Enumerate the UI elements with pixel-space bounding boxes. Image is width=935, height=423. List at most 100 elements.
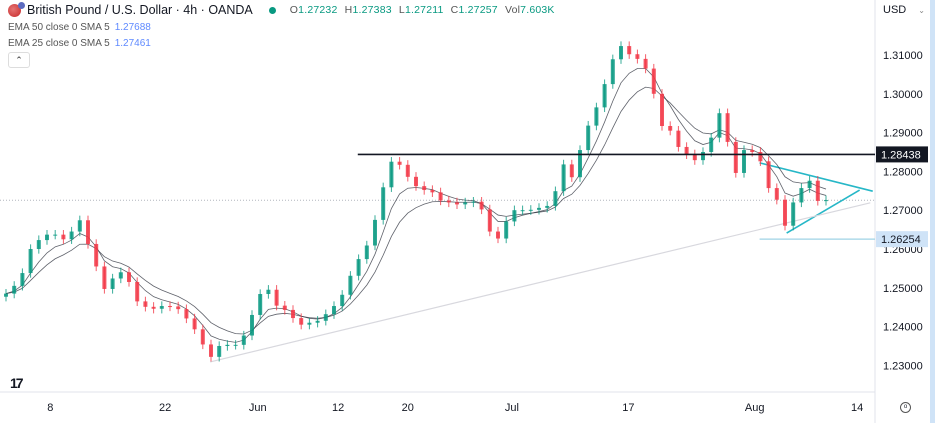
candle-body xyxy=(512,210,517,222)
collapse-legend-button[interactable]: ⌃ xyxy=(8,52,30,68)
candle-body xyxy=(381,187,386,220)
candle-body xyxy=(364,245,369,260)
candle-body xyxy=(266,289,271,295)
candle-body xyxy=(479,201,484,210)
candle-body xyxy=(340,294,345,307)
tradingview-logo[interactable]: 17 xyxy=(10,375,24,391)
chevron-down-icon: ⌄ xyxy=(918,6,925,15)
chevron-up-icon: ⌃ xyxy=(15,55,23,65)
y-tick-label: 1.25000 xyxy=(883,283,923,295)
candle-body xyxy=(307,322,312,325)
y-tick-label: 1.28000 xyxy=(883,166,923,178)
candle-body xyxy=(660,93,664,127)
candle-body xyxy=(545,205,550,208)
symbol-title[interactable]: British Pound / U.S. Dollar · 4h · OANDA xyxy=(27,3,253,17)
candle-body xyxy=(824,200,828,202)
candle-body xyxy=(291,309,295,319)
scrollbar[interactable] xyxy=(930,0,935,423)
candle-body xyxy=(717,113,722,138)
candle-body xyxy=(53,234,58,236)
candle-body xyxy=(241,335,246,345)
candle-body xyxy=(487,209,492,232)
candle-body xyxy=(774,188,779,200)
candle-body xyxy=(537,207,541,210)
candle-body xyxy=(422,186,427,191)
candle-body xyxy=(783,199,787,226)
candle-body xyxy=(151,306,156,309)
indicator-value: 1.27461 xyxy=(114,38,151,49)
close-label: C xyxy=(450,4,459,16)
indicator-label: EMA 50 close 0 SMA 5 xyxy=(8,22,110,33)
high-value: 1.27383 xyxy=(352,4,392,16)
candle-body xyxy=(561,164,566,192)
candle-body xyxy=(455,202,459,205)
x-tick-label: Aug xyxy=(745,402,765,414)
candle-body xyxy=(602,84,607,108)
low-label: L xyxy=(398,4,405,16)
x-tick-label: 8 xyxy=(47,402,53,414)
low-value: 1.27211 xyxy=(404,4,444,16)
currency-label: USD xyxy=(883,4,907,16)
settings-icon[interactable]: o xyxy=(900,402,911,413)
candle-body xyxy=(389,161,394,188)
indicator-ema-50[interactable]: EMA 50 close 0 SMA 5 1.27688 xyxy=(8,22,151,33)
candle-body xyxy=(504,221,509,239)
candle-body xyxy=(250,314,254,336)
support-price-label: 1.26254 xyxy=(881,234,921,246)
triangle-lower-line xyxy=(786,189,861,234)
candle-body xyxy=(102,266,107,289)
currency-selector[interactable]: USD ⌄ xyxy=(883,4,925,16)
y-tick-label: 1.24000 xyxy=(883,322,923,334)
candle-body xyxy=(676,130,681,147)
candle-body xyxy=(807,180,812,189)
x-tick-label: 20 xyxy=(402,402,414,414)
candle-body xyxy=(168,306,172,308)
candle-body xyxy=(569,164,574,178)
candle-body xyxy=(332,306,336,315)
volume-value: 7.603K xyxy=(520,4,555,16)
x-tick-label: Jul xyxy=(505,402,519,414)
candle-body xyxy=(586,125,591,151)
candle-body xyxy=(12,285,17,294)
y-tick-label: 1.23000 xyxy=(883,360,923,372)
candle-body xyxy=(635,54,640,59)
open-label: O xyxy=(289,4,299,16)
symbol-legend: British Pound / U.S. Dollar · 4h · OANDA… xyxy=(8,1,559,17)
indicator-ema-25[interactable]: EMA 25 close 0 SMA 5 1.27461 xyxy=(8,38,151,49)
support-price-tag xyxy=(876,231,928,248)
x-tick-label: 22 xyxy=(159,402,171,414)
candle-body xyxy=(668,126,673,131)
candle-body xyxy=(528,209,533,211)
candle-body xyxy=(684,146,689,155)
candle-body xyxy=(594,107,599,126)
candle-body xyxy=(471,201,476,203)
candle-body xyxy=(627,46,632,55)
candle-body xyxy=(69,231,74,240)
candle-body xyxy=(643,58,648,69)
candle-body xyxy=(315,320,320,323)
candle-body xyxy=(356,259,361,276)
candle-body xyxy=(4,293,8,297)
candle-body xyxy=(438,192,443,201)
candle-body xyxy=(28,249,33,274)
candle-body xyxy=(578,150,582,178)
candle-body xyxy=(520,210,525,212)
candle-body xyxy=(20,273,25,286)
candle-body xyxy=(176,306,181,310)
candle-body xyxy=(217,346,222,357)
candle-body xyxy=(553,191,558,206)
candle-body xyxy=(184,309,189,319)
candle-body xyxy=(77,220,82,232)
candle-body xyxy=(45,234,49,241)
candle-body xyxy=(299,318,304,325)
indicator-value: 1.27688 xyxy=(114,22,151,33)
candle-body xyxy=(430,190,435,193)
x-tick-label: Jun xyxy=(249,402,267,414)
candle-body xyxy=(373,219,377,246)
candle-body xyxy=(701,152,705,161)
y-tick-label: 1.31000 xyxy=(883,50,923,62)
x-tick-label: 17 xyxy=(622,402,634,414)
y-tick-label: 1.29000 xyxy=(883,128,923,140)
candle-body xyxy=(225,344,230,346)
